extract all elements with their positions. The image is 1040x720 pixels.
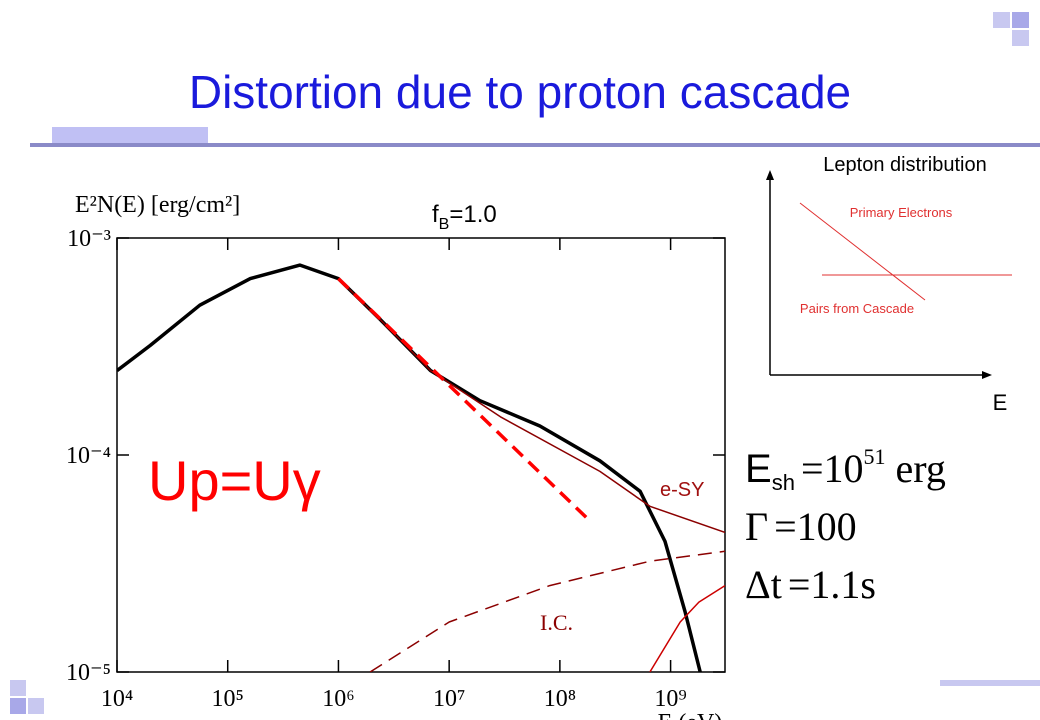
panel-label: fB=1.0 — [432, 201, 497, 233]
decor — [1012, 30, 1029, 46]
decor — [940, 680, 1040, 686]
arrowhead — [982, 371, 992, 379]
plot: 10⁴ 10⁵ 10⁶ 10⁷ 10⁸ 10⁹ 10⁻⁵ 10⁻⁴ 10⁻³ — [66, 226, 726, 712]
decor — [993, 12, 1010, 28]
y-tick-label: 10⁻⁴ — [66, 443, 111, 469]
y-tick-label: 10⁻³ — [67, 226, 111, 252]
x-axis-label: E (eV) — [658, 710, 723, 720]
eq-symbol: E — [745, 447, 772, 491]
x-tick-label: 10⁷ — [433, 686, 465, 712]
title-rule — [30, 143, 1040, 147]
annotation: e-SY — [660, 479, 704, 501]
eq-rhs: =10 — [801, 446, 864, 491]
x-tick-label: 10⁵ — [212, 686, 244, 712]
curve — [649, 584, 725, 672]
eq-exp: 51 — [864, 444, 886, 469]
slide-title: Distortion due to proton cascade — [189, 66, 851, 118]
curve — [369, 550, 725, 672]
inset-line — [799, 202, 926, 301]
annotation: I.C. — [540, 610, 573, 635]
inset-title: Lepton distribution — [823, 154, 986, 176]
decor — [28, 698, 44, 714]
decor — [52, 127, 208, 143]
equation: Γ =100 — [745, 504, 857, 549]
curve — [337, 278, 725, 534]
decor — [10, 698, 26, 714]
eq-sub: sh — [772, 470, 795, 495]
panel-label-sub: B — [439, 216, 450, 233]
eq-rhs: =1.1s — [788, 562, 876, 607]
inset-axis-label: E — [993, 390, 1008, 415]
arrowhead — [766, 170, 774, 180]
decor — [1012, 12, 1029, 28]
annotation: Up=Uγ — [148, 449, 321, 512]
x-tick-label: 10⁸ — [544, 686, 576, 712]
eq-unit: erg — [886, 446, 946, 491]
decor — [10, 680, 26, 696]
equation: Esh =1051 erg — [745, 444, 946, 495]
eq-symbol: Γ — [745, 504, 768, 549]
x-tick-label: 10⁹ — [654, 686, 686, 712]
y-axis-label: E²N(E) [erg/cm²] — [75, 192, 240, 218]
panel-label-suffix: =1.0 — [449, 201, 496, 228]
panel-label-main: f — [432, 201, 439, 228]
inset-label: Pairs from Cascade — [800, 301, 914, 316]
inset: Lepton distribution Primary Electrons Pa… — [766, 154, 1012, 415]
eq-rhs: =100 — [774, 504, 857, 549]
equation: Δt =1.1s — [745, 562, 876, 607]
eq-symbol: Δt — [745, 562, 782, 607]
x-tick-label: 10⁴ — [101, 686, 133, 712]
inset-label: Primary Electrons — [850, 205, 953, 220]
equations: Esh =1051 erg Γ =100 Δt =1.1s — [745, 444, 946, 607]
y-tick-label: 10⁻⁵ — [66, 660, 111, 686]
x-tick-label: 10⁶ — [322, 686, 354, 712]
curve — [337, 277, 590, 521]
